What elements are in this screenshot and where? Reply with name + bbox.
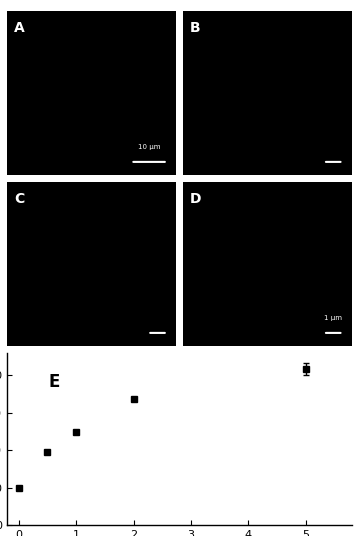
- Text: E: E: [48, 374, 60, 391]
- Text: D: D: [190, 191, 201, 206]
- Text: 1 μm: 1 μm: [324, 315, 342, 322]
- Text: 10 μm: 10 μm: [138, 144, 160, 151]
- Text: A: A: [14, 20, 25, 35]
- Text: B: B: [190, 20, 200, 35]
- Text: C: C: [14, 191, 24, 206]
